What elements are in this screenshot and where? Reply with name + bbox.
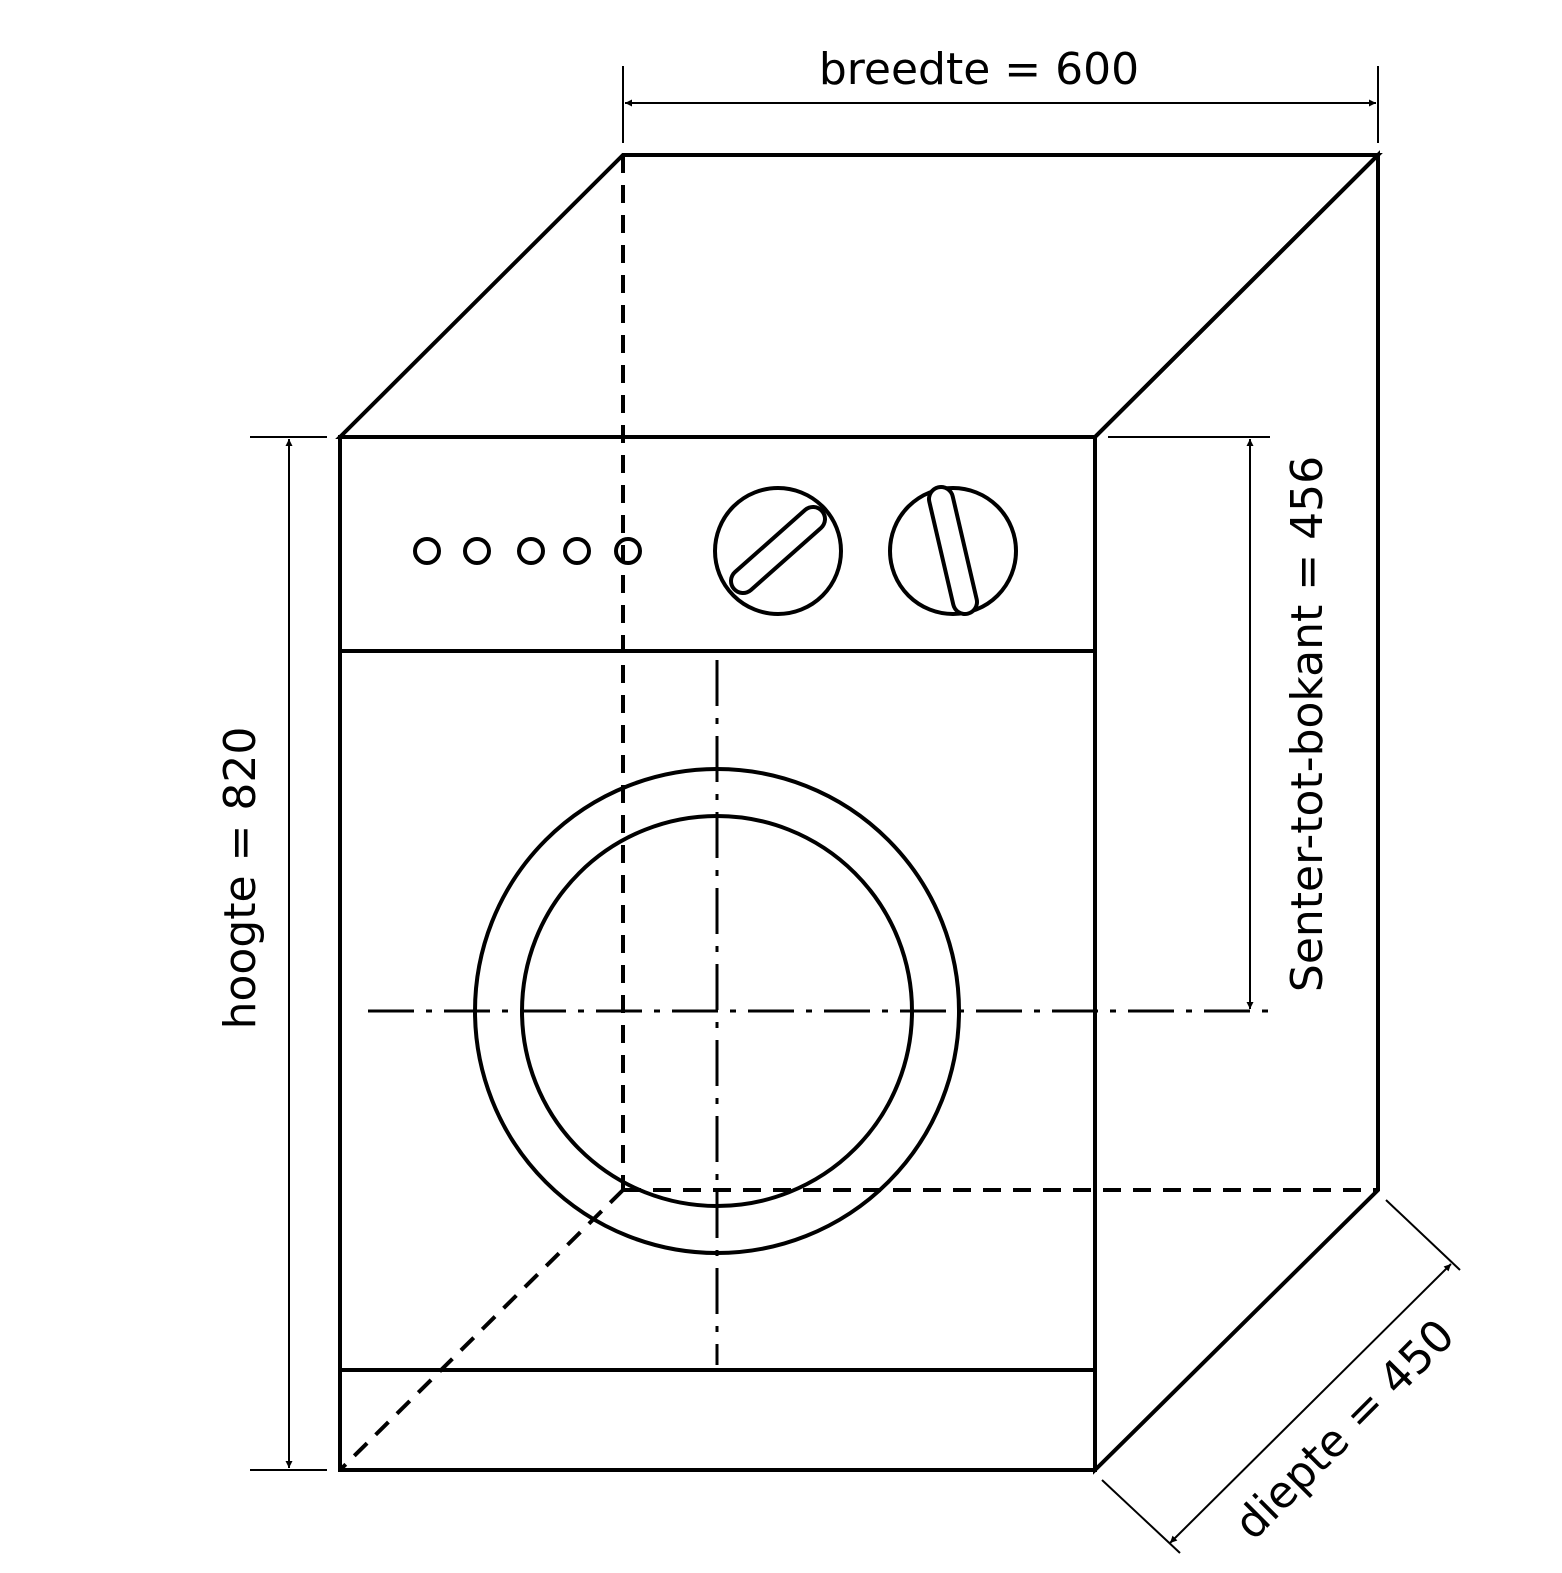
side-face bbox=[1093, 150, 1380, 1475]
extension-line bbox=[1101, 1479, 1181, 1554]
indicator-light bbox=[614, 537, 642, 565]
center-to-top-dimension: Senter-tot-bokant = 456 bbox=[1108, 436, 1333, 1009]
indicator-light bbox=[563, 537, 591, 565]
width-dimension: breedte = 600 bbox=[622, 44, 1379, 143]
depth-dimension: diepte = 450 bbox=[1101, 1199, 1465, 1554]
center-lines bbox=[368, 660, 1270, 1365]
height-dimension: hoogte = 820 bbox=[215, 436, 327, 1471]
control-panel bbox=[413, 485, 1018, 616]
program-dial-knob bbox=[713, 486, 843, 616]
height-label: hoogte = 820 bbox=[215, 727, 266, 1030]
front-face bbox=[338, 435, 1097, 1472]
hidden-bottom-depth-edge bbox=[338, 1188, 625, 1472]
center-to-top-label: Senter-tot-bokant = 456 bbox=[1282, 456, 1333, 992]
cabinet bbox=[335, 150, 1383, 1475]
indicator-light bbox=[463, 537, 491, 565]
width-label: breedte = 600 bbox=[819, 44, 1139, 95]
temperature-dial-knob bbox=[888, 485, 1018, 616]
hidden-edges bbox=[338, 155, 1378, 1472]
indicator-light bbox=[413, 537, 441, 565]
depth-dimension-arrow bbox=[1169, 1263, 1452, 1544]
indicator-light bbox=[517, 537, 545, 565]
depth-label: diepte = 450 bbox=[1225, 1310, 1465, 1550]
extension-line bbox=[1385, 1199, 1461, 1271]
top-face bbox=[335, 153, 1383, 439]
